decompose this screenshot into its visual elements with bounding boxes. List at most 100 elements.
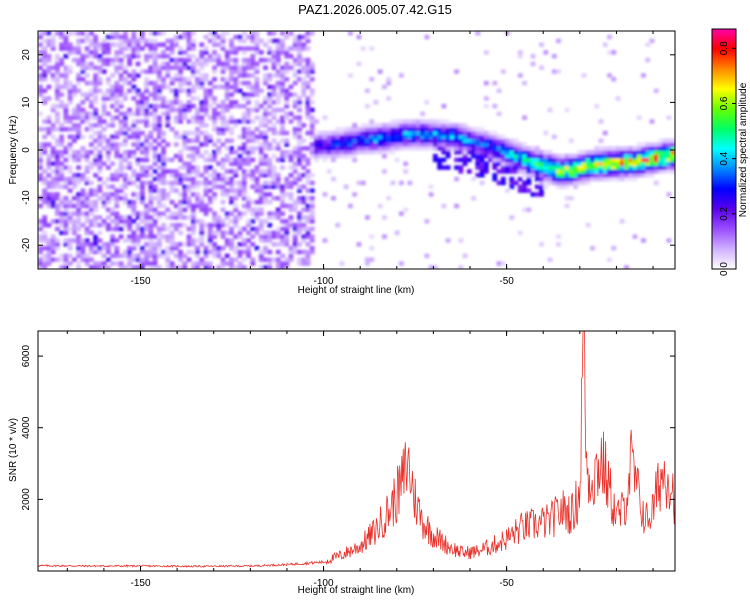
heatmap-cell — [653, 165, 659, 170]
heatmap-cell — [314, 150, 319, 155]
heatmap-cell — [178, 46, 183, 51]
heatmap-cell — [186, 257, 192, 262]
heatmap-cell — [292, 226, 298, 232]
heatmap-cell — [186, 161, 192, 166]
heatmap-cell — [233, 119, 239, 124]
heatmap-cell — [624, 176, 629, 182]
heatmap-cell — [624, 265, 629, 269]
heatmap-cell — [250, 88, 256, 94]
heatmap-cell — [131, 88, 137, 94]
heatmap-cell — [407, 123, 413, 128]
heatmap-cell — [139, 142, 145, 147]
heatmap-cell — [331, 138, 336, 143]
heatmap-cell — [169, 211, 175, 216]
heatmap-cell — [288, 257, 294, 262]
heatmap-cell — [462, 123, 468, 128]
heatmap-cell — [178, 69, 183, 74]
heatmap-cell — [122, 150, 128, 155]
heatmap-cell — [458, 146, 464, 151]
heatmap-cell — [63, 84, 69, 90]
heatmap-cell — [156, 196, 162, 201]
heatmap-cell — [110, 119, 116, 124]
heatmap-cell — [63, 219, 69, 224]
heatmap-cell — [250, 54, 256, 59]
heatmap-cell — [93, 249, 99, 255]
heatmap-cell — [46, 161, 52, 166]
heatmap-cell — [105, 123, 111, 128]
heatmap-cell — [169, 249, 175, 255]
heatmap-cell — [216, 230, 222, 236]
heatmap-cell — [88, 265, 94, 269]
heatmap-cell — [505, 153, 510, 159]
heatmap-cell — [122, 31, 128, 36]
heatmap-cell — [271, 153, 277, 159]
heatmap-cell — [161, 138, 166, 143]
heatmap-cell — [229, 92, 234, 97]
heatmap-cell — [335, 146, 341, 151]
heatmap-cell — [63, 242, 69, 247]
heatmap-cell — [479, 153, 485, 159]
heatmap-cell — [76, 173, 82, 178]
heatmap-cell — [97, 165, 103, 170]
heatmap-cell — [199, 54, 205, 59]
heatmap-cell — [101, 92, 107, 97]
heatmap-cell — [46, 180, 52, 186]
heatmap-cell — [88, 65, 94, 70]
heatmap-cell — [76, 123, 82, 128]
heatmap-cell — [590, 153, 595, 159]
spectrogram-x-tick-label: -50 — [499, 276, 514, 287]
heatmap-cell — [526, 157, 532, 163]
heatmap-cell — [488, 153, 493, 159]
heatmap-cell — [88, 92, 94, 97]
heatmap-cell — [97, 115, 103, 120]
heatmap-cell — [178, 173, 183, 178]
heatmap-cell — [246, 119, 251, 124]
heatmap-cell — [445, 238, 451, 243]
heatmap-cell — [326, 138, 332, 143]
heatmap-cell — [534, 184, 540, 189]
heatmap-cell — [165, 238, 171, 243]
heatmap-cell — [241, 211, 247, 216]
heatmap-cell — [386, 126, 392, 132]
heatmap-cell — [63, 150, 69, 155]
heatmap-cell — [161, 134, 166, 140]
heatmap-cell — [492, 130, 498, 136]
heatmap-cell — [144, 100, 150, 105]
heatmap-cell — [233, 234, 239, 239]
heatmap-cell — [305, 242, 311, 247]
heatmap-cell — [144, 150, 150, 155]
heatmap-cell — [305, 103, 311, 109]
heatmap-cell — [288, 207, 294, 213]
heatmap-cell — [292, 249, 298, 255]
heatmap-cell — [110, 207, 116, 213]
heatmap-cell — [258, 130, 264, 136]
heatmap-cell — [114, 107, 120, 113]
heatmap-cell — [428, 130, 434, 136]
heatmap-cell — [207, 92, 213, 97]
heatmap-cell — [190, 157, 196, 163]
heatmap-cell — [224, 107, 230, 113]
heatmap-cell — [161, 222, 166, 228]
heatmap-cell — [216, 222, 222, 228]
heatmap-cell — [186, 65, 192, 70]
heatmap-cell — [666, 115, 672, 120]
heatmap-cell — [93, 38, 99, 44]
heatmap-cell — [207, 96, 213, 101]
heatmap-cell — [547, 107, 553, 113]
heatmap-cell — [309, 234, 315, 239]
heatmap-cell — [139, 46, 145, 51]
heatmap-cell — [305, 169, 311, 174]
heatmap-cell — [322, 157, 328, 163]
heatmap-cell — [186, 173, 192, 178]
heatmap-cell — [224, 61, 230, 67]
heatmap-cell — [288, 203, 294, 209]
heatmap-cell — [220, 219, 226, 224]
heatmap-cell — [203, 96, 209, 101]
heatmap-cell — [246, 253, 251, 259]
heatmap-cell — [229, 245, 234, 251]
heatmap-cell — [420, 111, 426, 117]
heatmap-cell — [165, 107, 171, 113]
heatmap-cell — [182, 192, 188, 197]
heatmap-cell — [246, 92, 251, 97]
heatmap-cell — [127, 46, 133, 51]
